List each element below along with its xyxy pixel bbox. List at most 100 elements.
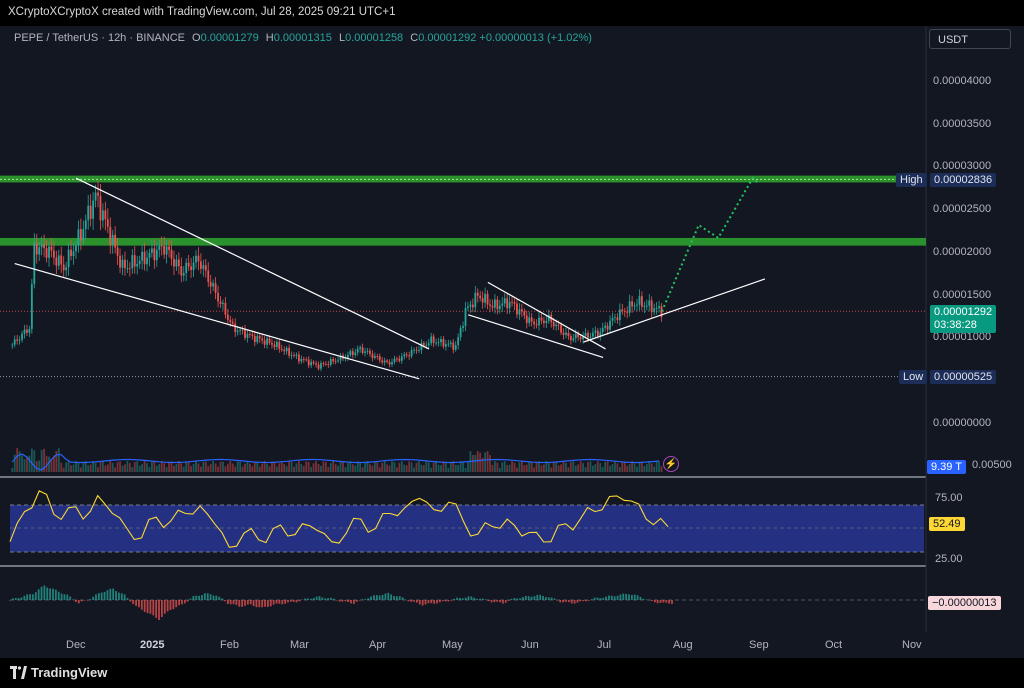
candle-body bbox=[126, 268, 129, 269]
candle-body bbox=[494, 299, 496, 308]
volume-bar bbox=[410, 462, 413, 472]
macd-histogram-bar bbox=[49, 588, 52, 600]
candle-body bbox=[641, 296, 643, 307]
macd-histogram-bar bbox=[63, 594, 66, 600]
candle-body bbox=[33, 242, 36, 285]
volume-bar bbox=[413, 467, 415, 472]
macd-histogram-bar bbox=[26, 594, 29, 600]
candle-body bbox=[253, 335, 256, 343]
volume-bar bbox=[209, 463, 212, 472]
volume-bar bbox=[116, 462, 119, 472]
price-tick: 0.00002000 bbox=[933, 246, 992, 258]
candle-body bbox=[442, 339, 445, 347]
macd-histogram-bar bbox=[215, 595, 218, 600]
macd-histogram-bar bbox=[398, 596, 401, 600]
candle-body bbox=[175, 259, 178, 267]
candle-body bbox=[579, 337, 582, 340]
candle-body bbox=[528, 317, 531, 323]
volume-bar bbox=[349, 461, 352, 472]
time-tick: Dec bbox=[66, 639, 86, 651]
macd-histogram-bar bbox=[387, 592, 390, 600]
candle-body bbox=[459, 327, 462, 338]
volume-bar bbox=[114, 467, 117, 472]
candle-body bbox=[643, 305, 646, 307]
volume-bar bbox=[82, 462, 85, 472]
candle-body bbox=[106, 219, 109, 227]
candle-body bbox=[329, 358, 332, 365]
volume-bar bbox=[467, 462, 469, 472]
macd-histogram-bar bbox=[610, 595, 613, 600]
macd-histogram-bar bbox=[29, 594, 31, 600]
macd-histogram-bar bbox=[69, 596, 72, 600]
macd-histogram-bar bbox=[146, 600, 149, 614]
volume-bar bbox=[596, 461, 599, 472]
candle-body bbox=[660, 306, 663, 318]
volume-bar bbox=[11, 468, 14, 472]
volume-bar bbox=[611, 464, 614, 472]
volume-bar bbox=[327, 467, 330, 472]
volume-bar bbox=[236, 461, 239, 472]
rsi-value-tag: 52.49 bbox=[929, 517, 965, 531]
macd-histogram-bar bbox=[307, 598, 309, 600]
volume-bar bbox=[405, 465, 408, 472]
candle-body bbox=[457, 337, 460, 346]
macd-histogram-bar bbox=[456, 597, 458, 600]
macd-histogram-bar bbox=[616, 595, 619, 600]
candle-body bbox=[180, 266, 183, 276]
currency-selector[interactable]: USDT bbox=[929, 29, 1011, 49]
candle-body bbox=[516, 303, 518, 315]
candle-body bbox=[94, 192, 97, 201]
candle-body bbox=[337, 360, 340, 362]
macd-histogram-bar bbox=[57, 591, 60, 600]
candle-body bbox=[653, 308, 656, 313]
open-value: 0.00001279 bbox=[200, 32, 259, 44]
volume-bar bbox=[275, 466, 278, 472]
volume-bar bbox=[217, 466, 219, 472]
volume-bar bbox=[543, 464, 545, 472]
candle-body bbox=[587, 332, 589, 338]
macd-histogram-bar bbox=[459, 597, 461, 600]
lightning-icon[interactable]: ⚡ bbox=[663, 456, 679, 472]
macd-histogram-bar bbox=[195, 595, 198, 600]
macd-histogram-bar bbox=[66, 594, 69, 600]
volume-bar bbox=[432, 462, 435, 472]
volume-bar bbox=[258, 466, 261, 472]
trendline bbox=[583, 278, 766, 343]
candle-body bbox=[445, 344, 447, 347]
candle-body bbox=[82, 229, 85, 241]
chart-canvas[interactable] bbox=[0, 26, 1024, 658]
candle-body bbox=[45, 248, 48, 258]
volume-bar bbox=[268, 466, 271, 472]
volume-bar bbox=[655, 461, 658, 472]
candle-body bbox=[288, 347, 291, 356]
candle-body bbox=[119, 255, 121, 268]
candle-body bbox=[111, 234, 114, 246]
macd-histogram-bar bbox=[183, 600, 186, 604]
candle-body bbox=[307, 359, 310, 366]
macd-histogram-bar bbox=[582, 600, 585, 602]
volume-bar bbox=[427, 462, 430, 472]
macd-histogram-bar bbox=[565, 600, 567, 602]
macd-histogram-bar bbox=[287, 600, 289, 603]
volume-bar bbox=[219, 461, 222, 472]
macd-histogram-bar bbox=[364, 599, 367, 600]
candle-body bbox=[209, 281, 212, 287]
header-credit: XCryptoXCryptoX created with TradingView… bbox=[8, 6, 396, 18]
macd-histogram-bar bbox=[54, 589, 57, 600]
volume-bar bbox=[388, 465, 391, 472]
candle-body bbox=[645, 305, 648, 307]
volume-bar bbox=[138, 465, 141, 472]
candle-body bbox=[339, 355, 342, 361]
time-tick: Nov bbox=[902, 639, 922, 651]
volume-bar bbox=[48, 456, 50, 472]
candle-body bbox=[388, 361, 391, 365]
macd-histogram-bar bbox=[470, 596, 473, 600]
volume-ma-line bbox=[11, 453, 660, 471]
volume-bar bbox=[540, 465, 543, 472]
macd-histogram-bar bbox=[83, 600, 86, 601]
symbol-label[interactable]: PEPE / TetherUS · 12h · BINANCE bbox=[14, 32, 185, 44]
volume-axis-tick: 0.00500 bbox=[972, 459, 1012, 471]
macd-histogram-bar bbox=[433, 600, 436, 604]
candle-body bbox=[84, 220, 87, 230]
macd-histogram-bar bbox=[34, 592, 37, 600]
